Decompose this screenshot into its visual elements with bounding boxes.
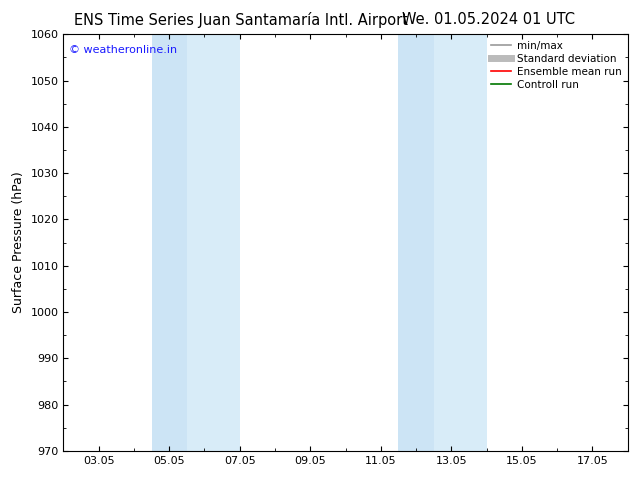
Text: ENS Time Series Juan Santamaría Intl. Airport: ENS Time Series Juan Santamaría Intl. Ai…: [74, 12, 408, 28]
Text: © weatheronline.in: © weatheronline.in: [69, 45, 177, 55]
Legend: min/max, Standard deviation, Ensemble mean run, Controll run: min/max, Standard deviation, Ensemble me…: [486, 36, 626, 94]
Bar: [152, 34, 187, 451]
Y-axis label: Surface Pressure (hPa): Surface Pressure (hPa): [12, 172, 25, 314]
Text: We. 01.05.2024 01 UTC: We. 01.05.2024 01 UTC: [402, 12, 574, 27]
Bar: [187, 34, 240, 451]
Bar: [434, 34, 487, 451]
Bar: [398, 34, 434, 451]
